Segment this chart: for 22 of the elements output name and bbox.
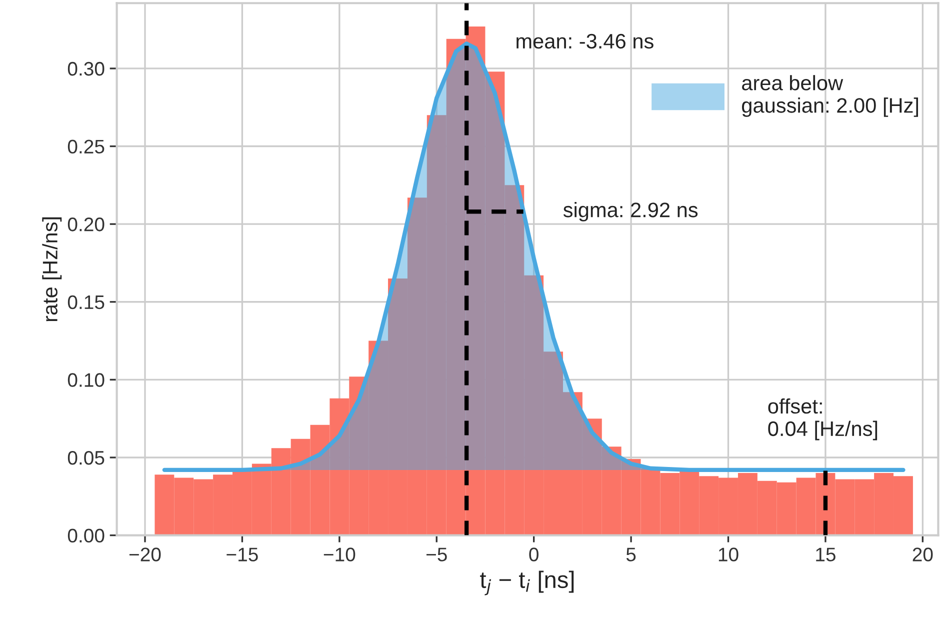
y-tick-label: 0.30	[68, 62, 104, 76]
x-tick-label: −20	[129, 548, 161, 562]
x-tick-label: −10	[324, 548, 356, 562]
x-tick-label: −15	[226, 548, 258, 562]
y-axis-title: rate [Hz/ns]	[42, 217, 62, 322]
annotation: offset: 0.04 [Hz/ns]	[768, 398, 878, 440]
y-tick-label: 0.20	[68, 218, 104, 232]
y-tick-label: 0.00	[68, 528, 104, 543]
x-tick-label: 0	[529, 548, 538, 562]
y-tick-label: 0.05	[68, 450, 104, 465]
legend-label: area below gaussian: 2.00 [Hz]	[742, 75, 918, 117]
y-tick-label: 0.25	[68, 140, 104, 154]
y-tick-label: 0.10	[68, 373, 104, 387]
annotation: sigma: 2.92 ns	[563, 202, 698, 222]
y-tick-label: 0.15	[68, 295, 104, 310]
x-tick-label: 20	[912, 548, 933, 562]
x-tick-label: 5	[626, 548, 636, 562]
x-axis-title: t$_{j}$ − t$_{i}$ [ns]	[480, 570, 574, 596]
x-tick-label: 15	[816, 548, 836, 562]
x-tick-label: −5	[426, 548, 447, 562]
x-tick-label: 10	[718, 548, 738, 562]
annotation: mean: -3.46 ns	[516, 34, 654, 49]
